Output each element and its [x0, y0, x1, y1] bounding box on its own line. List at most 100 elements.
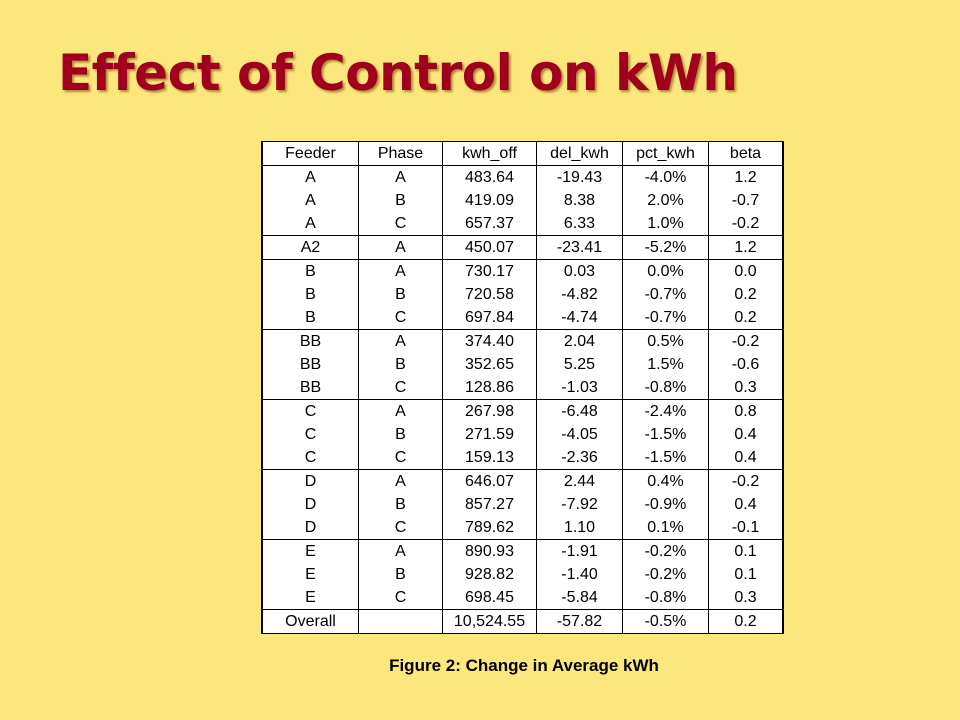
header-phase: Phase [358, 142, 443, 166]
cell-feeder: A2 [262, 235, 359, 260]
cell-pct-kwh: 2.0% [622, 189, 709, 212]
cell-feeder: Overall [262, 609, 359, 633]
cell-phase: A [358, 259, 443, 283]
cell-phase: B [358, 189, 443, 212]
cell-kwh-off: 10,524.55 [442, 609, 537, 633]
cell-kwh-off: 419.09 [442, 189, 537, 212]
cell-pct-kwh: -0.8% [622, 376, 709, 400]
cell-kwh-off: 697.84 [442, 306, 537, 330]
cell-beta: 0.4 [708, 446, 783, 470]
header-beta: beta [708, 142, 783, 166]
header-pct-kwh: pct_kwh [622, 142, 709, 166]
feeder-kwh-table: Feeder Phase kwh_off del_kwh pct_kwh bet… [262, 142, 783, 633]
cell-phase: A [358, 539, 443, 563]
table-row: D B 857.27 -7.92 -0.9% 0.4 [262, 493, 783, 516]
cell-phase: A [358, 329, 443, 353]
cell-beta: -0.2 [708, 329, 783, 353]
cell-del-kwh: -57.82 [536, 609, 623, 633]
figure-caption: Figure 2: Change in Average kWh [389, 656, 659, 675]
cell-pct-kwh: -5.2% [622, 235, 709, 260]
cell-beta: 0.2 [708, 283, 783, 306]
cell-phase: C [358, 306, 443, 330]
header-del-kwh: del_kwh [536, 142, 623, 166]
table-row: Overall 10,524.55 -57.82 -0.5% 0.2 [262, 609, 783, 633]
cell-feeder: BB [262, 329, 359, 353]
cell-pct-kwh: -0.8% [622, 586, 709, 610]
cell-feeder: A [262, 212, 359, 236]
cell-beta: 0.2 [708, 306, 783, 330]
cell-pct-kwh: 0.0% [622, 259, 709, 283]
cell-beta: 0.2 [708, 609, 783, 633]
cell-pct-kwh: -0.7% [622, 283, 709, 306]
cell-beta: -0.6 [708, 353, 783, 376]
cell-feeder: C [262, 423, 359, 446]
cell-del-kwh: 2.04 [536, 329, 623, 353]
cell-feeder: E [262, 563, 359, 586]
cell-pct-kwh: 1.0% [622, 212, 709, 236]
cell-pct-kwh: -0.9% [622, 493, 709, 516]
cell-del-kwh: -19.43 [536, 165, 623, 189]
cell-feeder: A [262, 165, 359, 189]
cell-del-kwh: -2.36 [536, 446, 623, 470]
cell-phase: C [358, 586, 443, 610]
cell-phase: B [358, 563, 443, 586]
table-row: B A 730.17 0.03 0.0% 0.0 [262, 259, 783, 283]
table-row: D A 646.07 2.44 0.4% -0.2 [262, 469, 783, 493]
table-row: BB C 128.86 -1.03 -0.8% 0.3 [262, 376, 783, 400]
cell-pct-kwh: -0.5% [622, 609, 709, 633]
cell-kwh-off: 857.27 [442, 493, 537, 516]
table-header-row: Feeder Phase kwh_off del_kwh pct_kwh bet… [262, 142, 783, 166]
table-row: D C 789.62 1.10 0.1% -0.1 [262, 516, 783, 540]
table-row: A C 657.37 6.33 1.0% -0.2 [262, 212, 783, 236]
table-row: E A 890.93 -1.91 -0.2% 0.1 [262, 539, 783, 563]
cell-del-kwh: -23.41 [536, 235, 623, 260]
cell-feeder: BB [262, 353, 359, 376]
cell-pct-kwh: -2.4% [622, 399, 709, 423]
cell-feeder: D [262, 516, 359, 540]
cell-kwh-off: 698.45 [442, 586, 537, 610]
cell-kwh-off: 267.98 [442, 399, 537, 423]
cell-pct-kwh: 0.1% [622, 516, 709, 540]
table-row: C C 159.13 -2.36 -1.5% 0.4 [262, 446, 783, 470]
cell-feeder: C [262, 399, 359, 423]
cell-kwh-off: 720.58 [442, 283, 537, 306]
cell-del-kwh: -4.05 [536, 423, 623, 446]
table-row: E B 928.82 -1.40 -0.2% 0.1 [262, 563, 783, 586]
feeder-kwh-table-container: Feeder Phase kwh_off del_kwh pct_kwh bet… [261, 141, 784, 634]
cell-kwh-off: 928.82 [442, 563, 537, 586]
cell-beta: 0.3 [708, 586, 783, 610]
cell-phase: C [358, 212, 443, 236]
cell-feeder: D [262, 493, 359, 516]
cell-phase: A [358, 165, 443, 189]
table-row: B C 697.84 -4.74 -0.7% 0.2 [262, 306, 783, 330]
cell-pct-kwh: -1.5% [622, 446, 709, 470]
cell-del-kwh: -1.03 [536, 376, 623, 400]
cell-del-kwh: -4.82 [536, 283, 623, 306]
cell-feeder: BB [262, 376, 359, 400]
cell-kwh-off: 374.40 [442, 329, 537, 353]
cell-pct-kwh: -0.2% [622, 563, 709, 586]
cell-pct-kwh: -4.0% [622, 165, 709, 189]
cell-beta: -0.7 [708, 189, 783, 212]
cell-phase: C [358, 516, 443, 540]
cell-beta: -0.1 [708, 516, 783, 540]
header-feeder: Feeder [262, 142, 359, 166]
cell-feeder: B [262, 306, 359, 330]
header-kwh-off: kwh_off [442, 142, 537, 166]
cell-feeder: B [262, 283, 359, 306]
table-row: A2 A 450.07 -23.41 -5.2% 1.2 [262, 235, 783, 260]
cell-beta: 0.1 [708, 539, 783, 563]
cell-beta: -0.2 [708, 212, 783, 236]
cell-pct-kwh: -0.7% [622, 306, 709, 330]
cell-del-kwh: -5.84 [536, 586, 623, 610]
cell-pct-kwh: 0.5% [622, 329, 709, 353]
table-row: A B 419.09 8.38 2.0% -0.7 [262, 189, 783, 212]
cell-kwh-off: 159.13 [442, 446, 537, 470]
cell-kwh-off: 450.07 [442, 235, 537, 260]
cell-pct-kwh: 1.5% [622, 353, 709, 376]
cell-phase: C [358, 376, 443, 400]
cell-beta: -0.2 [708, 469, 783, 493]
cell-feeder: E [262, 586, 359, 610]
cell-kwh-off: 128.86 [442, 376, 537, 400]
cell-del-kwh: -6.48 [536, 399, 623, 423]
